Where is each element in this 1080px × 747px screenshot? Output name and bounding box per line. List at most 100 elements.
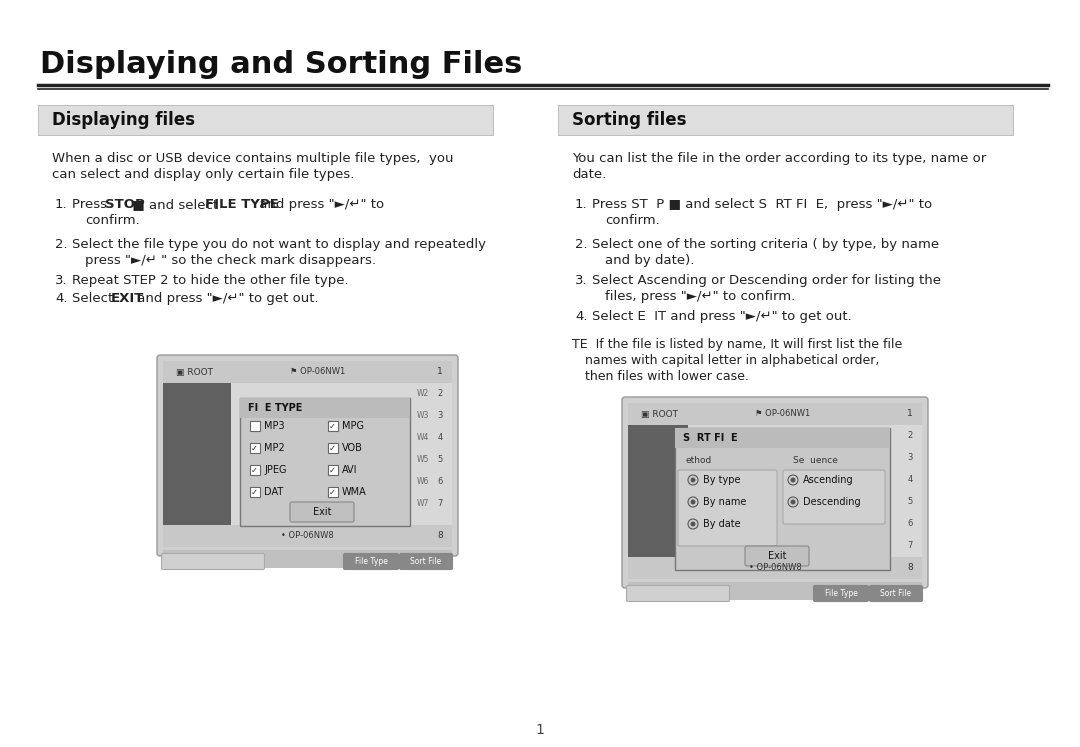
Text: 4.: 4. [55, 292, 67, 305]
Bar [627, 582, 922, 600]
Text: W7: W7 [417, 500, 429, 509]
Text: Repeat STEP 2 to hide the other file type.: Repeat STEP 2 to hide the other file typ… [72, 274, 349, 287]
Text: 3: 3 [907, 453, 913, 462]
Text: confirm.: confirm. [605, 214, 660, 227]
FancyBboxPatch shape [162, 554, 265, 569]
Text: AVI: AVI [342, 465, 357, 475]
Text: can select and display only certain file types.: can select and display only certain file… [52, 168, 354, 181]
Bar [163, 525, 453, 547]
Text: • OP-06NW8: • OP-06NW8 [748, 563, 801, 572]
Text: Select one of the sorting criteria ( by type, by name: Select one of the sorting criteria ( by … [592, 238, 940, 251]
Bar [249, 487, 260, 497]
Text: Sorting files: Sorting files [572, 111, 687, 129]
Text: By name: By name [703, 497, 746, 507]
Text: ⚑ OP-06NW1: ⚑ OP-06NW1 [291, 368, 346, 376]
FancyBboxPatch shape [783, 470, 885, 524]
Text: Exit: Exit [313, 507, 332, 517]
Text: then files with lower case.: then files with lower case. [585, 370, 748, 383]
Bar [627, 557, 922, 579]
FancyBboxPatch shape [678, 470, 777, 546]
Text: 8: 8 [907, 563, 913, 572]
Bar [240, 398, 410, 526]
Text: 5: 5 [907, 498, 913, 506]
Bar [163, 361, 453, 383]
FancyBboxPatch shape [869, 586, 922, 601]
Text: S  RT FI  E: S RT FI E [683, 433, 738, 443]
Text: Ascending: Ascending [804, 475, 853, 485]
Text: 3.: 3. [575, 274, 588, 287]
Text: Sort File: Sort File [410, 557, 442, 565]
Text: 2.: 2. [575, 238, 588, 251]
Text: TE  If the file is listed by name, It will first list the file: TE If the file is listed by name, It wil… [572, 338, 902, 351]
Text: ▣ ROOT: ▣ ROOT [176, 368, 213, 376]
Bar [328, 465, 338, 475]
FancyBboxPatch shape [343, 554, 399, 569]
Text: 1.: 1. [575, 198, 588, 211]
FancyBboxPatch shape [400, 554, 453, 569]
Text: MP3: MP3 [264, 421, 285, 431]
Text: and press "►/↵" to get out.: and press "►/↵" to get out. [133, 292, 319, 305]
Text: 1.: 1. [55, 198, 68, 211]
Bar [675, 428, 890, 448]
Text: EXIT: EXIT [111, 292, 145, 305]
Text: 6: 6 [437, 477, 443, 486]
Text: VOB: VOB [342, 443, 363, 453]
Text: Se  uence: Se uence [793, 456, 838, 465]
Text: ethod: ethod [685, 456, 712, 465]
Circle shape [690, 500, 696, 504]
Text: WMA: WMA [342, 487, 367, 497]
FancyBboxPatch shape [813, 586, 868, 601]
Text: 1: 1 [536, 723, 544, 737]
Text: Exit: Exit [768, 551, 786, 561]
Circle shape [791, 500, 796, 504]
Bar [249, 443, 260, 453]
Bar [627, 425, 688, 558]
Text: JPEG: JPEG [264, 465, 286, 475]
Bar [249, 421, 260, 431]
Text: Select: Select [72, 292, 118, 305]
Bar [675, 428, 890, 570]
Text: Select E  IT and press "►/↵" to get out.: Select E IT and press "►/↵" to get out. [592, 310, 852, 323]
Text: Displaying and Sorting Files: Displaying and Sorting Files [40, 50, 523, 79]
Text: 1: 1 [437, 368, 443, 376]
FancyBboxPatch shape [157, 355, 458, 556]
Text: W5: W5 [417, 456, 429, 465]
Text: ✓: ✓ [329, 465, 336, 474]
Text: 3: 3 [437, 412, 443, 421]
Text: Press ST  P ■ and select S  RT FI  E,  press "►/↵" to: Press ST P ■ and select S RT FI E, press… [592, 198, 932, 211]
Text: and by date).: and by date). [605, 254, 694, 267]
Text: date.: date. [572, 168, 606, 181]
Circle shape [690, 477, 696, 483]
Text: DAT: DAT [264, 487, 283, 497]
Text: ■ and select: ■ and select [127, 198, 221, 211]
Circle shape [690, 521, 696, 527]
Text: 3.: 3. [55, 274, 68, 287]
Bar [163, 383, 231, 526]
Bar [231, 383, 453, 526]
Bar [328, 443, 338, 453]
Text: ⚑ OP-06NW1: ⚑ OP-06NW1 [755, 409, 810, 418]
Bar [627, 403, 922, 425]
Bar [328, 421, 338, 431]
Text: files, press "►/↵" to confirm.: files, press "►/↵" to confirm. [605, 290, 795, 303]
Text: 5: 5 [437, 456, 443, 465]
Text: FI  E TYPE: FI E TYPE [248, 403, 302, 413]
Bar [163, 550, 453, 568]
Bar [688, 425, 922, 558]
Text: 4: 4 [907, 476, 913, 485]
Text: By type: By type [703, 475, 741, 485]
Bar [249, 465, 260, 475]
Text: 2.: 2. [55, 238, 68, 251]
Text: W4: W4 [417, 433, 429, 442]
Text: ✓: ✓ [251, 488, 258, 497]
Text: MP2: MP2 [264, 443, 285, 453]
Text: press "►/↵ " so the check mark disappears.: press "►/↵ " so the check mark disappear… [85, 254, 376, 267]
Text: 8: 8 [437, 532, 443, 541]
Text: Displaying files: Displaying files [52, 111, 195, 129]
Bar [328, 487, 338, 497]
FancyBboxPatch shape [622, 397, 928, 588]
Text: 2: 2 [907, 432, 913, 441]
Text: Select the file type you do not want to display and repeatedly: Select the file type you do not want to … [72, 238, 486, 251]
Text: By date: By date [703, 519, 741, 529]
Text: 6: 6 [907, 519, 913, 528]
